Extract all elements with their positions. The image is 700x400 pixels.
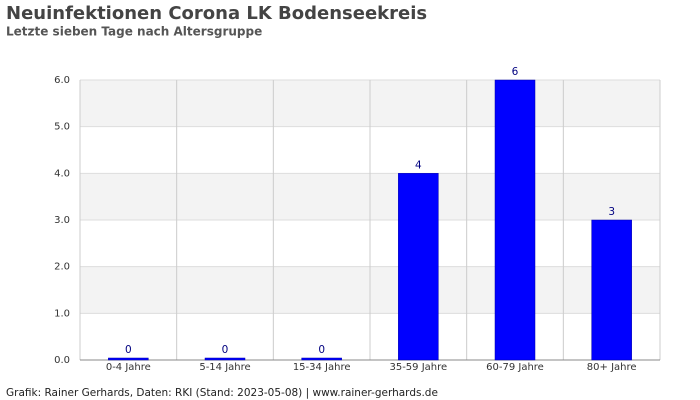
bar: [494, 79, 536, 361]
value-label: 0: [125, 344, 132, 356]
x-tick-label: 35-59 Jahre: [389, 362, 447, 373]
x-tick-label: 80+ Jahre: [587, 362, 637, 373]
y-tick-label: 3.0: [54, 215, 70, 226]
bar: [301, 357, 342, 361]
chart-subtitle: Letzte sieben Tage nach Altersgruppe: [6, 25, 262, 39]
y-tick-label: 4.0: [54, 168, 70, 179]
bar: [108, 357, 149, 361]
value-label: 0: [318, 344, 325, 356]
footer: Grafik: Rainer Gerhards, Daten: RKI (Sta…: [6, 387, 438, 399]
y-tick-label: 5.0: [54, 122, 70, 133]
y-tick-label: 1.0: [54, 308, 70, 319]
bar: [591, 219, 632, 361]
bar: [204, 357, 246, 361]
x-tick-label: 5-14 Jahre: [199, 362, 250, 373]
x-tick-label: 15-34 Jahre: [293, 362, 351, 373]
value-label: 4: [415, 159, 422, 171]
y-tick-label: 6.0: [54, 75, 70, 86]
value-label: 6: [512, 66, 519, 78]
x-tick-label: 0-4 Jahre: [106, 362, 151, 373]
y-tick-label: 2.0: [54, 262, 70, 273]
value-label: 3: [608, 206, 615, 218]
value-label: 0: [222, 344, 229, 356]
chart-title: Neuinfektionen Corona LK Bodenseekreis: [6, 3, 427, 24]
y-tick-label: 0.0: [54, 355, 70, 366]
bar: [398, 173, 439, 361]
x-tick-label: 60-79 Jahre: [486, 362, 544, 373]
